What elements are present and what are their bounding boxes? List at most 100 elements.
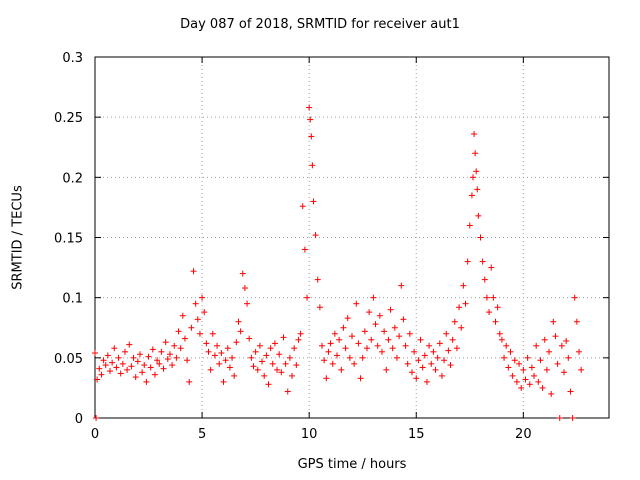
data-point	[451, 318, 458, 325]
data-point	[443, 330, 450, 337]
data-point	[406, 330, 413, 337]
data-point	[136, 351, 143, 358]
data-point	[229, 354, 236, 361]
data-point	[111, 345, 118, 352]
data-point	[306, 104, 313, 111]
data-point	[169, 362, 176, 369]
data-point	[423, 378, 430, 385]
data-point	[327, 340, 334, 347]
data-point	[488, 264, 495, 271]
data-point	[541, 336, 548, 343]
data-point	[100, 357, 107, 364]
data-point	[554, 360, 561, 367]
data-point	[203, 340, 210, 347]
data-point	[340, 324, 347, 331]
data-point	[494, 304, 501, 311]
data-point	[565, 354, 572, 361]
data-point	[173, 354, 180, 361]
data-point	[248, 354, 255, 361]
data-point	[308, 133, 315, 140]
y-tick-label: 0.05	[54, 352, 83, 367]
data-point	[312, 232, 319, 239]
data-point	[460, 282, 467, 289]
data-point	[511, 357, 518, 364]
data-point	[353, 300, 360, 307]
data-point	[130, 354, 137, 361]
y-tick-label: 0.1	[62, 292, 83, 307]
data-point	[314, 276, 321, 283]
data-point	[319, 342, 326, 349]
data-point	[385, 336, 392, 343]
data-point	[445, 347, 452, 354]
data-point	[141, 362, 148, 369]
chart-title: Day 087 of 2018, SRMTID for receiver aut…	[180, 17, 460, 32]
data-point	[171, 342, 178, 349]
data-point	[124, 366, 131, 373]
data-point	[349, 333, 355, 340]
data-point	[271, 340, 278, 347]
data-point	[498, 336, 505, 343]
data-point	[132, 374, 139, 381]
data-point	[479, 258, 486, 265]
data-point	[344, 315, 351, 322]
data-point	[531, 372, 538, 379]
data-point	[117, 370, 124, 377]
data-point	[430, 348, 437, 355]
y-axis-label: SRMTID / TECUs	[10, 185, 26, 290]
data-point	[134, 358, 141, 365]
data-point	[486, 309, 493, 316]
data-point	[456, 304, 463, 311]
data-point	[372, 321, 379, 328]
data-point	[96, 365, 103, 372]
data-point	[241, 285, 248, 292]
data-point	[419, 364, 426, 371]
data-point	[154, 357, 161, 364]
data-point	[310, 198, 317, 205]
data-point	[284, 388, 291, 395]
data-point	[246, 335, 253, 342]
data-point	[376, 312, 383, 319]
data-point	[475, 212, 482, 219]
data-point	[477, 234, 484, 241]
y-tick-label: 0	[75, 412, 83, 427]
data-point	[276, 351, 283, 358]
data-point	[391, 324, 398, 331]
data-point	[181, 335, 188, 342]
data-point	[400, 316, 407, 323]
data-point	[321, 357, 328, 364]
data-point	[220, 378, 227, 385]
data-point	[561, 369, 568, 376]
data-point	[524, 354, 531, 361]
y-tick-label: 0.2	[62, 171, 83, 186]
data-point	[505, 364, 512, 371]
data-point	[93, 415, 100, 421]
data-point	[552, 333, 559, 340]
data-point	[188, 324, 195, 331]
data-point	[126, 341, 133, 348]
data-point	[389, 345, 396, 352]
data-point	[346, 354, 353, 361]
data-point	[483, 294, 490, 301]
data-point	[466, 222, 473, 229]
data-point	[438, 372, 445, 379]
data-point	[207, 366, 214, 373]
data-point	[233, 339, 240, 346]
data-point	[166, 351, 173, 358]
x-tick-label: 20	[515, 427, 532, 442]
x-tick-label: 15	[408, 427, 425, 442]
data-point	[436, 340, 443, 347]
data-point	[205, 348, 212, 355]
data-point	[520, 366, 527, 373]
grid	[95, 57, 609, 418]
data-point	[256, 342, 263, 349]
x-tick-label: 10	[301, 427, 318, 442]
data-point	[160, 365, 167, 372]
y-tick-label: 0.25	[54, 111, 83, 126]
data-point	[501, 354, 508, 361]
data-point	[481, 276, 488, 283]
data-point	[441, 357, 448, 364]
data-point	[567, 388, 574, 395]
data-point	[164, 356, 171, 363]
data-point	[571, 294, 578, 301]
